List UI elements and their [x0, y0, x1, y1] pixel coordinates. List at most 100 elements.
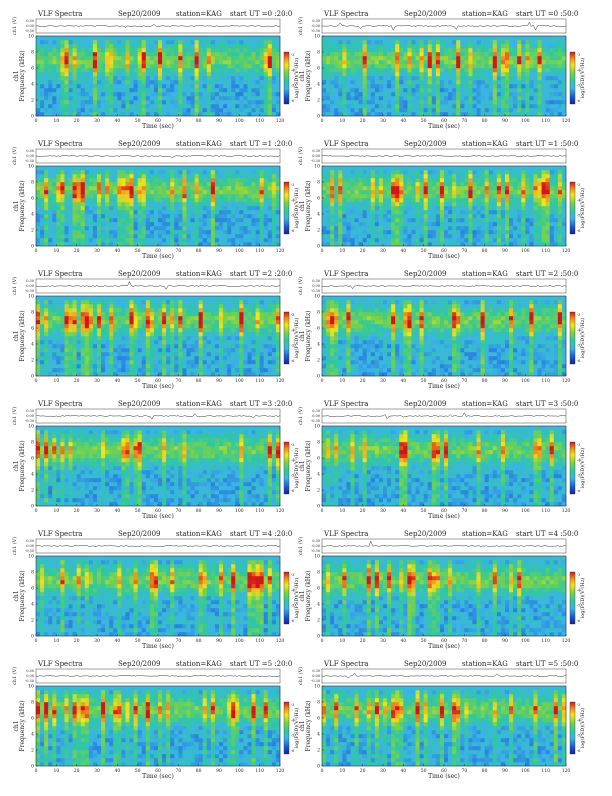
spectrogram-cell: [276, 226, 280, 230]
spectrogram-cell: [452, 214, 456, 218]
spectrogram-cell: [363, 64, 367, 68]
spectrogram-cell: [375, 104, 379, 108]
x-tick-label: 120: [562, 118, 571, 124]
spectrogram-cell: [73, 100, 77, 104]
spectrogram-cell: [247, 36, 251, 40]
spectrogram-cell: [130, 234, 134, 238]
spectrogram-cell: [359, 186, 363, 190]
spectrogram-cell: [170, 206, 174, 210]
spectrogram-cell: [264, 84, 268, 88]
spectrogram-cell: [81, 80, 85, 84]
spectrogram-cell: [350, 214, 354, 218]
spectrogram-cell: [538, 36, 542, 40]
spectrogram-cell: [359, 108, 363, 112]
spectrogram-cell: [247, 218, 251, 222]
spectrogram-cell: [44, 44, 48, 48]
spectrogram-cell: [247, 166, 251, 170]
spectrogram-cell: [146, 112, 150, 116]
spectrogram-cell: [355, 36, 359, 40]
x-tick-label: 50: [421, 118, 427, 124]
spectrogram-cell: [113, 210, 117, 214]
spectrogram-cell: [472, 186, 476, 190]
spectrogram-cell: [322, 80, 326, 84]
spectrogram-cell: [44, 80, 48, 84]
spectrogram-cell: [207, 92, 211, 96]
spectrogram-cell: [481, 214, 485, 218]
spectrogram-cell: [562, 84, 566, 88]
spectrogram-cell: [489, 88, 493, 92]
spectrogram-cell: [77, 214, 81, 218]
spectrogram-cell: [355, 194, 359, 198]
spectrogram-cell: [174, 88, 178, 92]
spectrogram-cell: [158, 100, 162, 104]
spectrogram-cell: [330, 186, 334, 190]
spectrogram-cell: [493, 214, 497, 218]
spectrogram-cell: [256, 44, 260, 48]
spectrogram-cell: [121, 186, 125, 190]
spectrogram-cell: [247, 76, 251, 80]
spectrogram-cell: [538, 178, 542, 182]
spectrogram-cell: [150, 198, 154, 202]
spectrogram-cell: [346, 242, 350, 246]
spectrogram-cell: [223, 112, 227, 116]
spectrogram-cell: [391, 234, 395, 238]
spectrogram-cell: [525, 88, 529, 92]
spectrogram-cell: [60, 72, 64, 76]
spectrogram-cell: [227, 222, 231, 226]
spectrogram-cell: [554, 226, 558, 230]
spectrogram-cell: [52, 100, 56, 104]
spectrogram-cell: [117, 36, 121, 40]
spectrogram-cell: [497, 56, 501, 60]
spectrogram-cell: [178, 178, 182, 182]
spectrogram-cell: [399, 234, 403, 238]
panel-title: VLF Spectra: [37, 10, 82, 18]
spectrogram-cell: [272, 238, 276, 242]
spectrogram-cell: [154, 210, 158, 214]
spectrogram-cell: [150, 92, 154, 96]
spectrogram-cell: [395, 206, 399, 210]
spectrogram-cell: [162, 84, 166, 88]
spectrogram-cell: [191, 48, 195, 52]
spectrogram-cell: [338, 186, 342, 190]
spectrogram-cell: [538, 64, 542, 68]
spectrogram-cell: [452, 52, 456, 56]
spectrogram-cell: [227, 44, 231, 48]
spectrogram-cell: [199, 60, 203, 64]
spectrogram-cell: [509, 108, 513, 112]
x-tick-label: 30: [94, 248, 100, 254]
spectrogram-cell: [73, 214, 77, 218]
spectrogram-cell: [64, 166, 68, 170]
spectrogram-cell: [211, 178, 215, 182]
spectrogram-cell: [227, 170, 231, 174]
spectrogram-cell: [276, 36, 280, 40]
spectrogram-cell: [203, 198, 207, 202]
spectrogram-cell: [268, 44, 272, 48]
spectrogram-cell: [367, 80, 371, 84]
spectrogram-cell: [432, 210, 436, 214]
spectrogram-cell: [44, 186, 48, 190]
spectrogram-cell: [186, 194, 190, 198]
spectrogram-cell: [485, 52, 489, 56]
spectrogram-cell: [178, 242, 182, 246]
spectrogram-cell: [154, 92, 158, 96]
spectrogram-cell: [334, 226, 338, 230]
spectrogram-cell: [342, 60, 346, 64]
spectrogram-cell: [117, 40, 121, 44]
spectrogram-cell: [477, 80, 481, 84]
spectrogram-cell: [154, 68, 158, 72]
colorbar: [284, 52, 289, 104]
spectrogram-cell: [89, 174, 93, 178]
spectrogram-cell: [428, 68, 432, 72]
spectrogram-cell: [550, 80, 554, 84]
spectrogram-cell: [542, 242, 546, 246]
spectrogram-cell: [182, 56, 186, 60]
spectrogram-cell: [186, 80, 190, 84]
spectrogram-cell: [493, 230, 497, 234]
spectrogram-cell: [371, 112, 375, 116]
spectrogram-cell: [150, 96, 154, 100]
spectrogram-cell: [252, 52, 256, 56]
panel-date: Sep20/2009: [118, 10, 161, 18]
spectrogram-cell: [223, 198, 227, 202]
spectrogram-cell: [387, 52, 391, 56]
spectrogram-cell: [460, 226, 464, 230]
